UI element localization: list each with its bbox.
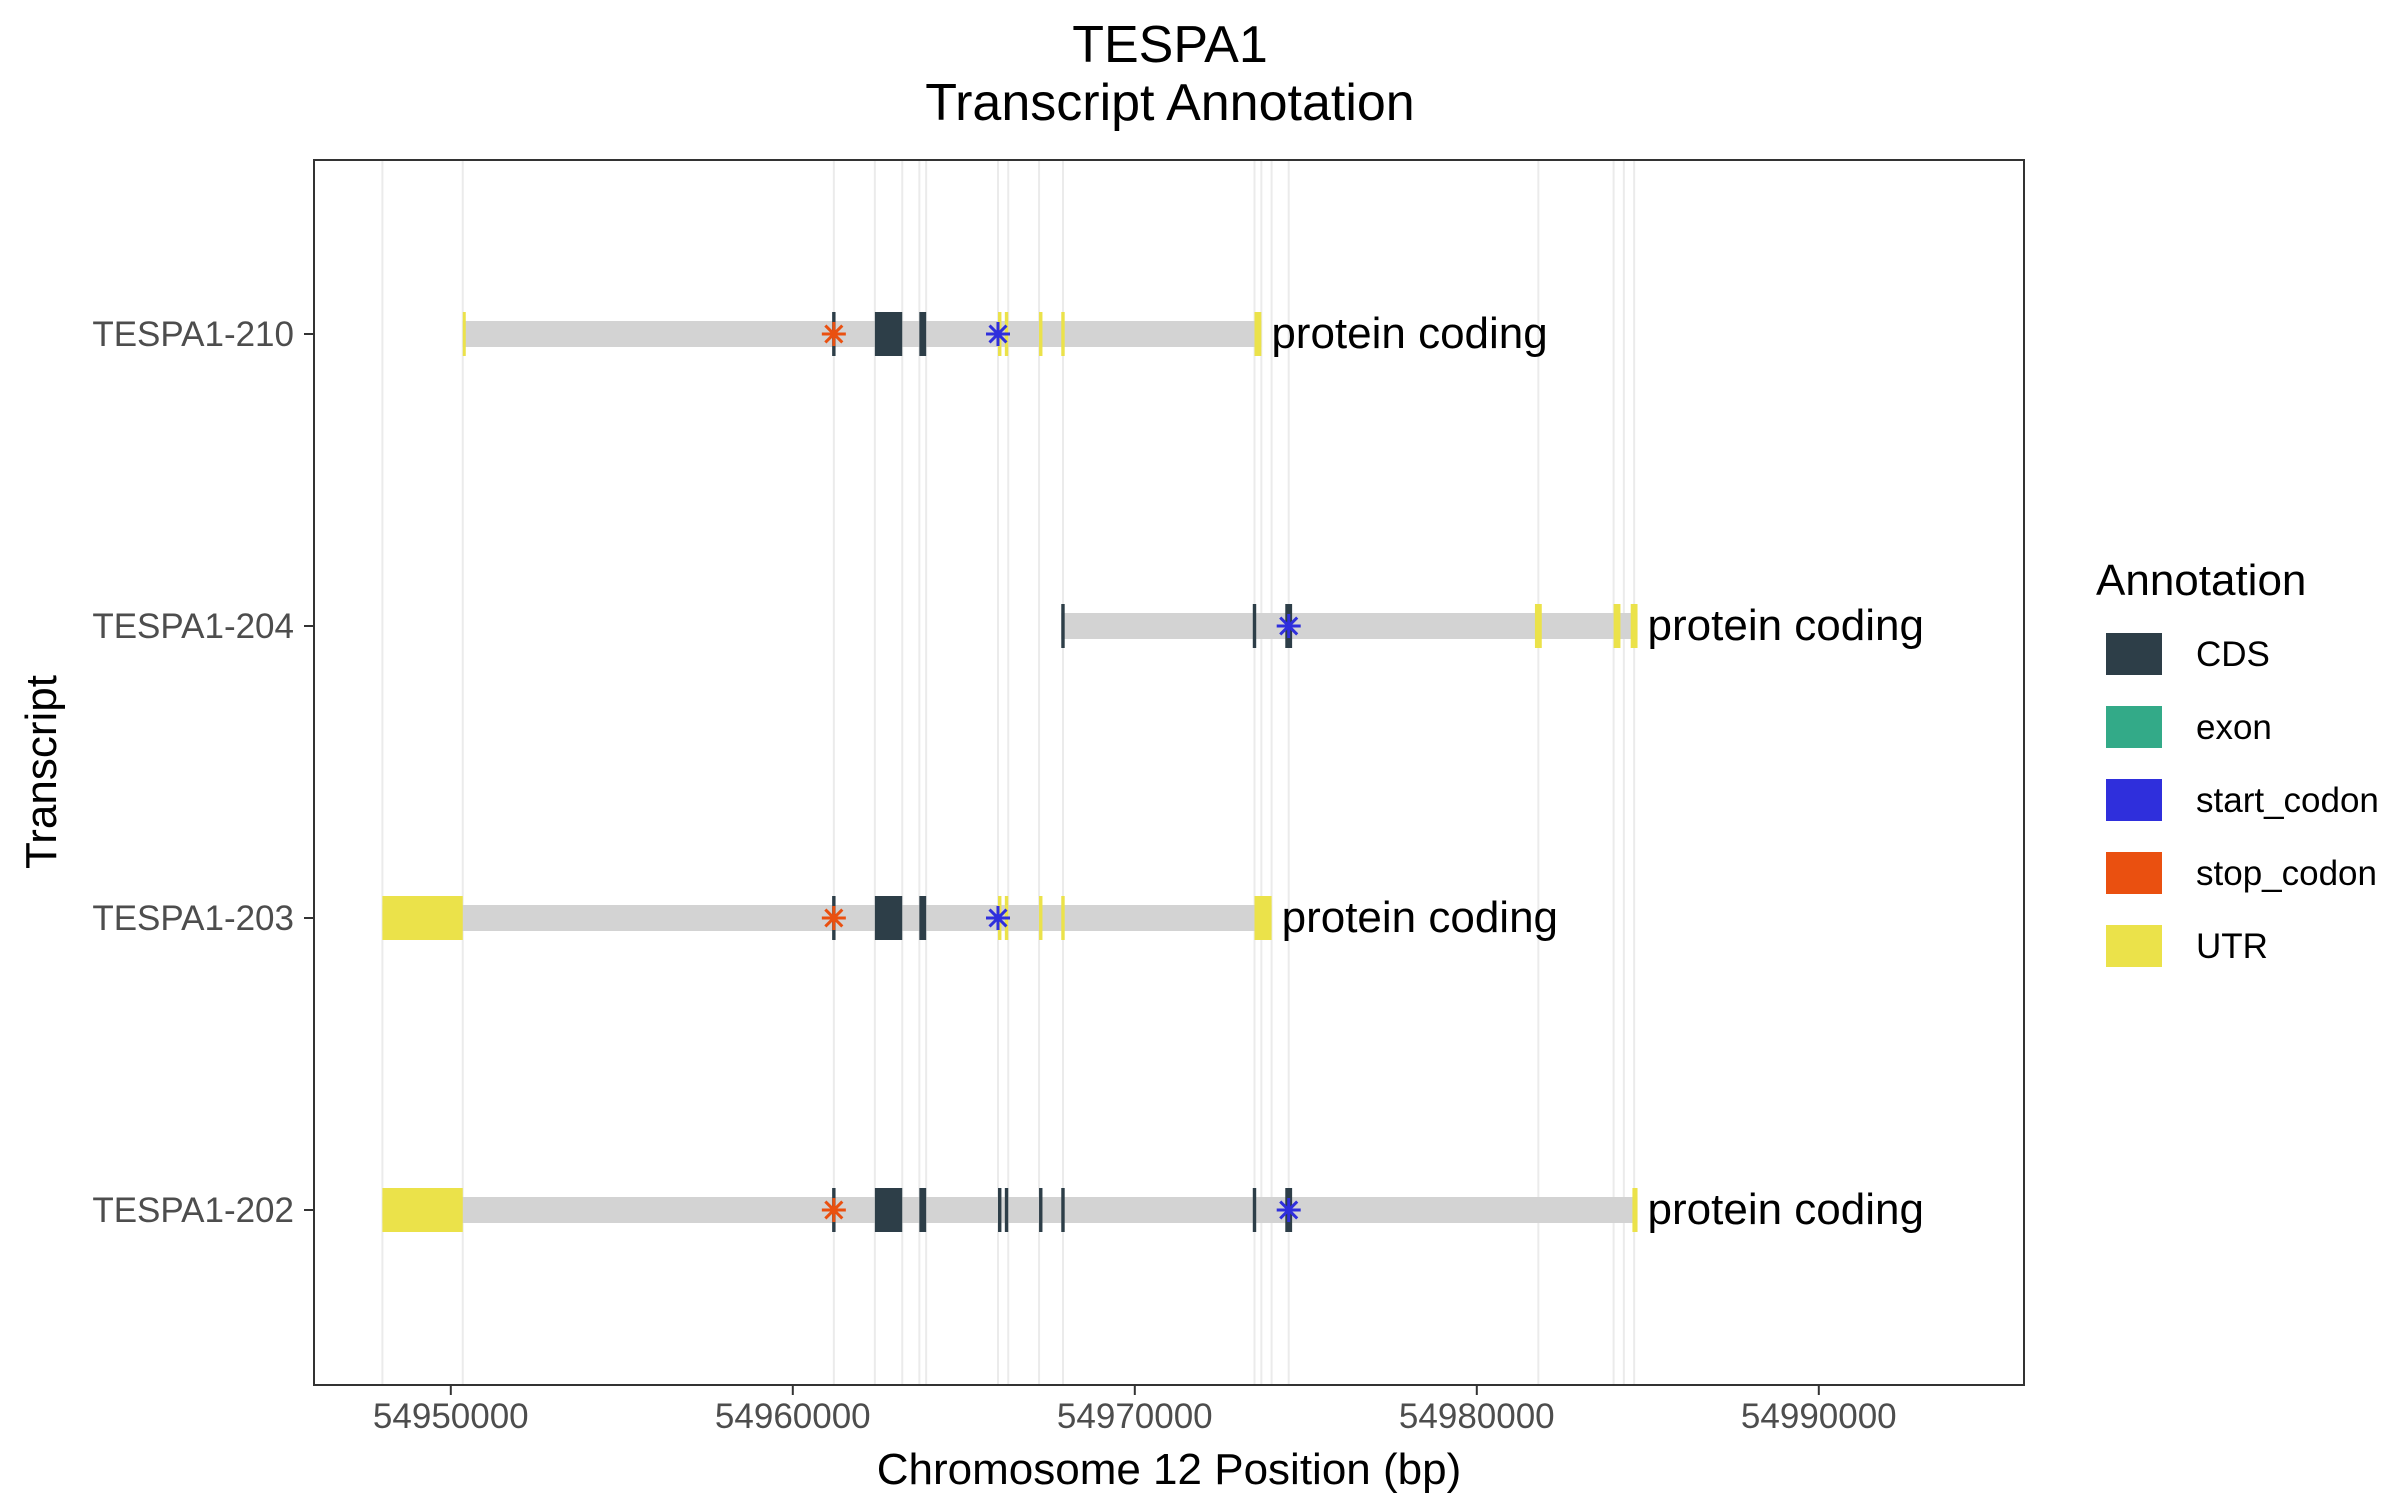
- legend-swatch: [2106, 852, 2162, 894]
- transcript-track: protein coding: [382, 893, 1558, 942]
- utr-block: [382, 1188, 463, 1232]
- y-tick-label: TESPA1-203: [92, 899, 294, 938]
- transcript-track: protein coding: [1061, 601, 1924, 650]
- biotype-label: protein coding: [1648, 1185, 1924, 1234]
- start-codon-marker-stroke: [988, 908, 1008, 928]
- stop-codon-marker-stroke: [824, 324, 844, 344]
- biotype-label: protein coding: [1271, 309, 1547, 358]
- stop-codon-marker: [821, 1198, 846, 1222]
- cds-block: [1252, 1188, 1257, 1232]
- x-tick-label: 54990000: [1741, 1397, 1897, 1436]
- legend-label: CDS: [2196, 635, 2270, 674]
- biotype-label: protein coding: [1648, 601, 1924, 650]
- start-codon-marker: [1276, 1198, 1301, 1222]
- legend-title: Annotation: [2096, 556, 2306, 605]
- y-tick-label: TESPA1-202: [92, 1191, 294, 1230]
- cds-block: [919, 896, 927, 940]
- utr-block: [1632, 1188, 1638, 1232]
- axes: TESPA1-210 TESPA1-204 TESPA1-203 TESPA1-202…: [92, 315, 1896, 1436]
- cds-block: [1061, 604, 1065, 648]
- stop-codon-marker-stroke: [824, 1200, 844, 1220]
- start-codon-marker-stroke: [1279, 616, 1299, 636]
- y-axis-title: Transcript: [17, 675, 66, 869]
- legend-swatch: [2106, 779, 2162, 821]
- stop-codon-marker-stroke: [824, 908, 844, 928]
- x-tick-label: 54970000: [1057, 1397, 1213, 1436]
- utr-block: [1039, 896, 1043, 940]
- cds-block: [1004, 1188, 1009, 1232]
- cds-block: [998, 1188, 1002, 1232]
- cds-block: [874, 1188, 903, 1232]
- x-axis-title: Chromosome 12 Position (bp): [877, 1445, 1461, 1494]
- utr-block: [1254, 312, 1262, 356]
- legend-label: start_codon: [2196, 781, 2379, 820]
- intron-bar: [462, 321, 1262, 347]
- x-tick-label: 54960000: [715, 1397, 871, 1436]
- chart-subtitle: Transcript Annotation: [925, 74, 1414, 132]
- legend-swatch: [2106, 706, 2162, 748]
- cds-block: [874, 312, 903, 356]
- x-tick-label: 54950000: [373, 1397, 529, 1436]
- x-tick-label: 54980000: [1399, 1397, 1555, 1436]
- legend-swatch: [2106, 633, 2162, 675]
- start-codon-marker: [1276, 614, 1301, 638]
- intron-bar: [382, 1197, 1638, 1223]
- cds-block: [919, 1188, 927, 1232]
- utr-block: [1061, 312, 1065, 356]
- start-codon-marker: [986, 322, 1010, 346]
- legend-label: exon: [2196, 708, 2272, 747]
- utr-block: [1630, 604, 1638, 648]
- y-tick-label: TESPA1-204: [92, 607, 294, 646]
- y-tick-label: TESPA1-210: [92, 315, 294, 354]
- cds-block: [1252, 604, 1257, 648]
- plot-area: protein coding protein coding protein codi…: [381, 160, 1924, 1385]
- intron-bar: [1061, 613, 1638, 639]
- legend-label: UTR: [2196, 927, 2268, 966]
- utr-block: [1039, 312, 1043, 356]
- stop-codon-marker: [821, 906, 846, 930]
- cds-block: [919, 312, 927, 356]
- cds-block: [1039, 1188, 1043, 1232]
- legend-swatch: [2106, 925, 2162, 967]
- utr-block: [1613, 604, 1621, 648]
- utr-block: [1254, 896, 1272, 940]
- legend-label: stop_codon: [2196, 854, 2377, 893]
- start-codon-marker-stroke: [1279, 1200, 1299, 1220]
- start-codon-marker-stroke: [988, 324, 1008, 344]
- start-codon-marker: [986, 906, 1010, 930]
- cds-block: [874, 896, 903, 940]
- utr-block: [462, 312, 466, 356]
- plot-panel-border: [313, 159, 2025, 1386]
- cds-block: [1061, 1188, 1065, 1232]
- transcript-track: protein coding: [382, 1185, 1924, 1234]
- chart-title: TESPA1: [1072, 16, 1268, 74]
- stop-codon-marker: [821, 322, 846, 346]
- utr-block: [1061, 896, 1065, 940]
- utr-block: [382, 896, 463, 940]
- utr-block: [1534, 604, 1542, 648]
- legend: Annotation CDS exon start_codon stop_codon U…: [2096, 556, 2379, 967]
- biotype-label: protein coding: [1282, 893, 1558, 942]
